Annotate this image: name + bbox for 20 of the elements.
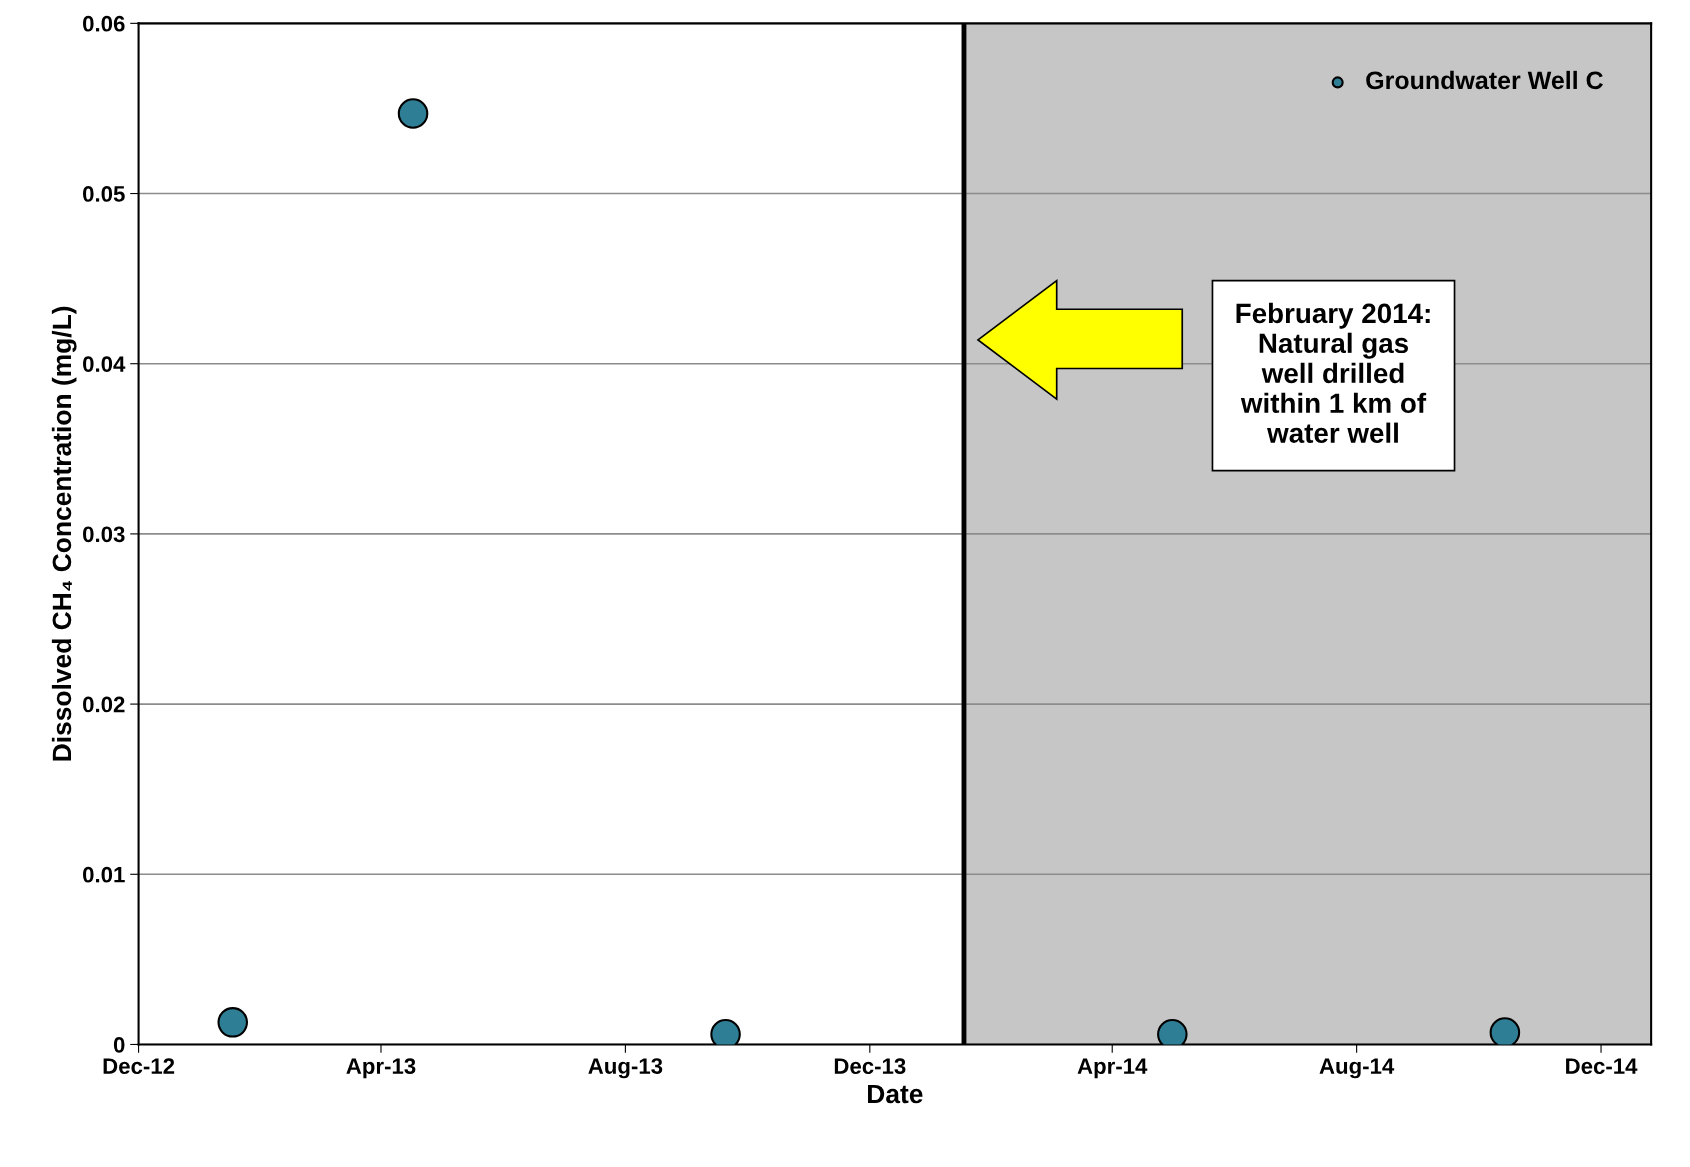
point <box>397 98 429 129</box>
point <box>1489 1017 1521 1045</box>
x-axis-title: Date <box>868 1084 923 1104</box>
y-tick-label: 0.03 <box>83 526 125 543</box>
x-tick-label: Dec-13 <box>834 1058 906 1075</box>
legend-label: Groundwater Well C <box>1366 70 1603 90</box>
y-tick-label: 0.02 <box>83 696 125 713</box>
x-tick-label: Dec-12 <box>103 1058 175 1074</box>
y-tick-label: 0.01 <box>83 866 125 883</box>
x-tick-label: Apr-13 <box>346 1058 416 1079</box>
y-tick-label: 0 <box>113 1037 125 1053</box>
y-axis-title: Dissolved CH₄ Concentration (mg/L) <box>51 306 77 761</box>
x-tick-label: Dec-14 <box>1566 1058 1638 1074</box>
x-tick-label: Apr-14 <box>1077 1058 1148 1079</box>
y-tick-label: 0.05 <box>83 186 125 202</box>
annotation: February 2014: Natural gas well drilled within 1 km of water well <box>1236 302 1430 443</box>
y-tick-label: 0.06 <box>83 15 125 32</box>
x-tick-label: Aug-14 <box>1319 1058 1395 1079</box>
y-tick-label: 0.04 <box>83 356 126 372</box>
x-tick-label: Aug-13 <box>588 1058 663 1079</box>
